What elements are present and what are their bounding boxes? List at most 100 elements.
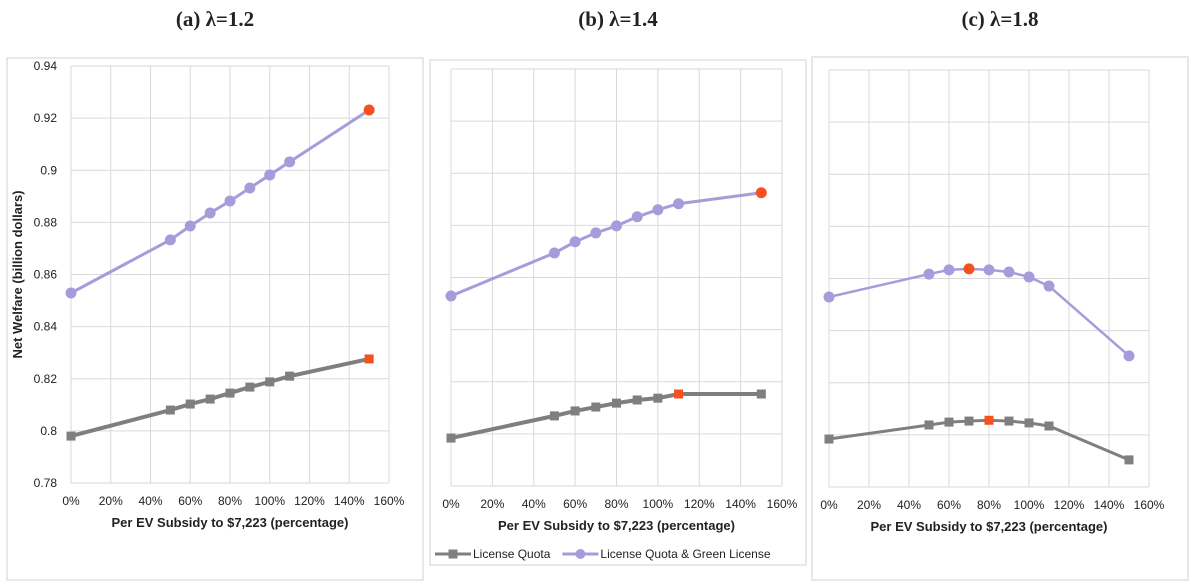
marker [755, 187, 767, 199]
legend-marker [575, 549, 586, 559]
legend-label: License Quota & Green License [600, 547, 770, 561]
marker [184, 220, 196, 232]
x-tick-label: 80% [218, 494, 242, 508]
marker [244, 182, 256, 194]
x-tick-label: 80% [604, 497, 628, 511]
x-tick-label: 120% [1054, 498, 1085, 512]
marker [445, 290, 457, 302]
y-tick-label: 0.92 [34, 111, 58, 125]
marker [824, 434, 834, 444]
marker [674, 389, 684, 399]
x-tick-label: 20% [480, 497, 504, 511]
marker [590, 227, 602, 239]
marker [1043, 280, 1055, 292]
marker [1003, 266, 1015, 278]
marker [631, 211, 643, 223]
x-tick-label: 140% [334, 494, 365, 508]
x-tick-label: 100% [643, 497, 674, 511]
marker [225, 388, 235, 398]
y-axis-label: Net Welfare (billion dollars) [10, 190, 25, 358]
y-tick-label: 0.82 [34, 372, 58, 386]
marker [1023, 271, 1035, 283]
marker [673, 198, 685, 210]
x-tick-label: 60% [563, 497, 587, 511]
marker [1123, 350, 1135, 362]
panel: 0.78 0.8 0.82 0.84 0.86 0.88 0.9 0.92 0.94 0% 20% 4… [6, 57, 424, 581]
y-tick-label: 0.9 [40, 163, 57, 177]
marker [224, 195, 236, 207]
marker [983, 264, 995, 276]
legend-marker [448, 549, 458, 559]
panel: 0% 20% 40% 60% 80% 100% 120% 140% 160% Per EV Sub… [429, 59, 807, 566]
marker [549, 411, 559, 421]
marker [205, 394, 215, 404]
marker [204, 207, 216, 219]
marker [264, 169, 276, 181]
x-tick-label: 20% [857, 498, 881, 512]
x-tick-label: 160% [1134, 498, 1165, 512]
marker [984, 415, 994, 425]
marker [612, 398, 621, 408]
marker [65, 287, 77, 299]
marker [363, 104, 375, 116]
marker [964, 416, 974, 426]
x-tick-label: 20% [99, 494, 123, 508]
x-axis-label: Per EV Subsidy to $7,223 (percentage) [871, 519, 1108, 534]
x-tick-label: 120% [294, 494, 325, 508]
x-tick-label: 80% [977, 498, 1001, 512]
y-tick-label: 0.84 [34, 320, 58, 334]
marker [570, 406, 580, 416]
y-tick-label: 0.8 [40, 424, 57, 438]
legend-label: License Quota [473, 547, 551, 561]
x-tick-label: 100% [254, 494, 285, 508]
x-tick-label: 140% [1094, 498, 1125, 512]
x-axis-label: Per EV Subsidy to $7,223 (percentage) [498, 518, 735, 533]
marker [1044, 421, 1054, 431]
x-tick-label: 40% [138, 494, 162, 508]
panel-title: (c) λ=1.8 [961, 7, 1038, 31]
marker [265, 377, 275, 387]
marker [1024, 418, 1034, 428]
x-tick-label: 120% [684, 497, 715, 511]
marker [756, 389, 766, 399]
marker [823, 291, 835, 303]
marker [164, 234, 176, 246]
marker [653, 393, 663, 403]
x-tick-label: 0% [442, 497, 460, 511]
y-tick-label: 0.88 [34, 215, 58, 229]
marker [185, 399, 195, 409]
panel-title: (a) λ=1.2 [176, 7, 254, 31]
y-tick-label: 0.94 [34, 59, 58, 73]
marker [446, 433, 456, 443]
marker [944, 417, 954, 427]
x-tick-label: 60% [178, 494, 202, 508]
x-tick-label: 160% [374, 494, 405, 508]
marker [548, 247, 560, 259]
panel-frame [6, 57, 424, 581]
marker [632, 395, 642, 405]
marker [364, 354, 374, 364]
x-tick-label: 0% [820, 498, 838, 512]
x-tick-label: 160% [767, 497, 798, 511]
x-tick-label: 140% [725, 497, 756, 511]
marker [943, 264, 955, 276]
marker [1124, 455, 1134, 465]
marker [569, 236, 581, 248]
panel-frame [429, 59, 807, 566]
x-tick-label: 40% [522, 497, 546, 511]
marker [284, 156, 296, 168]
panel-title: (b) λ=1.4 [578, 7, 658, 31]
x-tick-label: 40% [897, 498, 921, 512]
marker [924, 420, 934, 430]
marker [652, 204, 664, 216]
marker [165, 405, 175, 415]
x-axis-label: Per EV Subsidy to $7,223 (percentage) [112, 515, 349, 530]
x-tick-label: 100% [1014, 498, 1045, 512]
marker [963, 263, 975, 275]
panel: 0% 20% 40% 60% 80% 100% 120% 140% 160% Per EV Sub… [811, 56, 1189, 581]
marker [285, 371, 295, 381]
marker [245, 382, 255, 392]
marker [611, 220, 622, 232]
marker [591, 402, 601, 412]
